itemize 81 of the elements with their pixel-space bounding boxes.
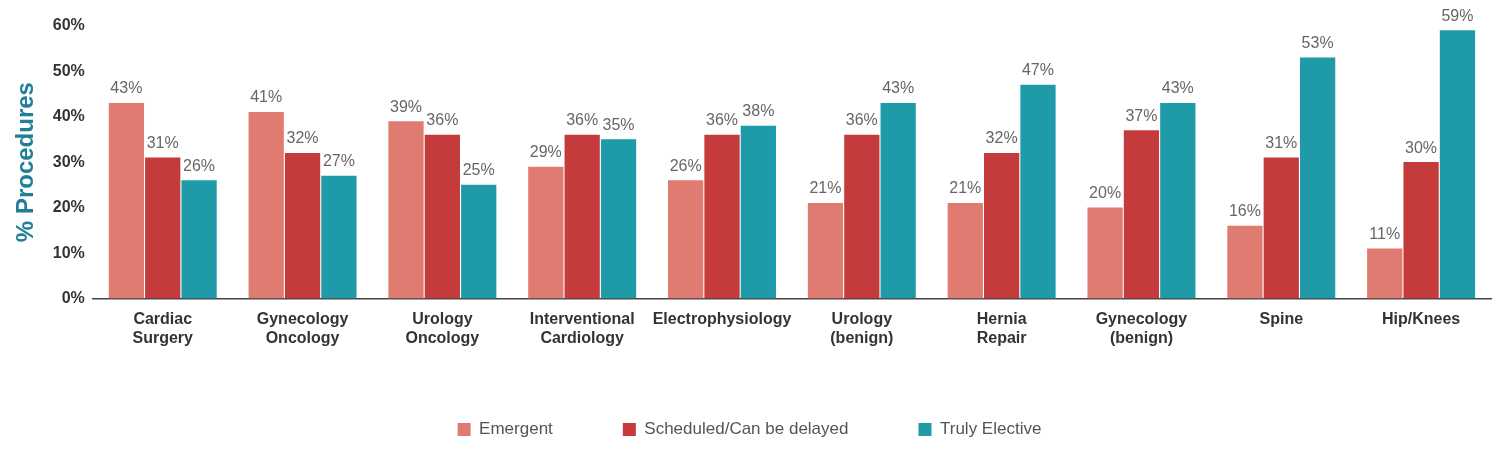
- x-tick-label: Cardiac Surgery: [132, 309, 194, 346]
- data-label: 43%: [1161, 79, 1194, 97]
- data-label: 31%: [1265, 133, 1298, 151]
- data-label: 43%: [882, 79, 915, 97]
- bar: [1299, 57, 1336, 299]
- legend-label: Emergent: [479, 419, 554, 439]
- x-tick-label: Hip/Knees: [1381, 309, 1461, 327]
- legend-label: Scheduled/Can be delayed: [644, 419, 849, 439]
- bar: [1403, 162, 1439, 299]
- y-tick-label: 20%: [52, 198, 85, 216]
- bar: [984, 153, 1020, 299]
- bar: [528, 166, 564, 299]
- bar: [564, 134, 600, 299]
- y-tick-label: 10%: [52, 243, 85, 261]
- x-tick-label: Hernia Repair: [976, 309, 1027, 346]
- legend-label: Truly Elective: [939, 419, 1042, 439]
- bar: [947, 203, 983, 299]
- bar: [321, 175, 357, 299]
- data-label: 20%: [1089, 184, 1122, 202]
- data-label: 27%: [322, 152, 355, 170]
- y-axis-title: % Procedures: [11, 82, 39, 243]
- y-tick-label: 0%: [61, 289, 85, 307]
- bar: [844, 134, 880, 299]
- data-label: 32%: [286, 129, 319, 147]
- bar: [1439, 30, 1476, 299]
- data-label: 29%: [529, 143, 562, 161]
- data-label: 59%: [1441, 6, 1474, 24]
- bar: [1263, 157, 1299, 299]
- data-label: 32%: [985, 129, 1018, 147]
- bar: [145, 157, 181, 299]
- data-label: 36%: [426, 111, 459, 129]
- y-tick-label: 50%: [52, 61, 85, 79]
- y-tick-label: 40%: [52, 107, 85, 125]
- bar: [600, 139, 637, 299]
- data-label: 11%: [1369, 224, 1401, 242]
- bar: [704, 134, 740, 299]
- bar: [424, 134, 460, 299]
- data-label: 38%: [742, 102, 775, 120]
- bar: [461, 184, 497, 299]
- data-label: 37%: [1125, 106, 1158, 124]
- bar: [388, 121, 424, 299]
- y-tick-label: 60%: [52, 16, 85, 34]
- data-label: 21%: [809, 179, 842, 197]
- bar: [1160, 102, 1196, 299]
- bar: [740, 125, 776, 299]
- data-label: 47%: [1021, 61, 1055, 79]
- data-label: 41%: [250, 88, 283, 106]
- y-tick-label: 30%: [52, 152, 85, 170]
- bar: [284, 153, 321, 299]
- data-label: 36%: [845, 111, 878, 129]
- data-label: 39%: [390, 97, 423, 115]
- x-tick-label: Urology (benign): [830, 309, 894, 346]
- x-tick-label: Gynecology (benign): [1095, 309, 1188, 346]
- data-label: 31%: [146, 133, 179, 151]
- bar: [1020, 84, 1056, 299]
- bar: [807, 203, 844, 299]
- data-label: 16%: [1228, 202, 1261, 220]
- x-tick-label: Electrophysiology: [652, 309, 792, 327]
- data-label: 30%: [1405, 138, 1438, 156]
- x-tick-label: Urology Oncology: [405, 309, 480, 346]
- bar: [108, 102, 145, 299]
- x-tick-label: Gynecology Oncology: [256, 309, 349, 346]
- bar: [1227, 225, 1263, 299]
- data-label: 53%: [1301, 33, 1334, 51]
- data-label: 43%: [110, 79, 143, 97]
- x-tick-label: Spine: [1259, 309, 1304, 327]
- data-label: 26%: [183, 156, 216, 174]
- data-label: 35%: [602, 115, 635, 133]
- data-label: 25%: [462, 161, 495, 179]
- data-label: 36%: [566, 111, 599, 129]
- bar: [1087, 207, 1123, 299]
- bar: [248, 112, 284, 299]
- bar: [880, 102, 916, 299]
- bar: [1367, 248, 1403, 299]
- bar: [181, 180, 217, 299]
- data-label: 36%: [705, 111, 739, 129]
- data-label: 21%: [949, 179, 982, 197]
- data-label: 26%: [669, 156, 702, 174]
- x-tick-label: Interventional Cardiology: [529, 309, 635, 346]
- bar: [1123, 130, 1160, 299]
- bar: [668, 180, 704, 299]
